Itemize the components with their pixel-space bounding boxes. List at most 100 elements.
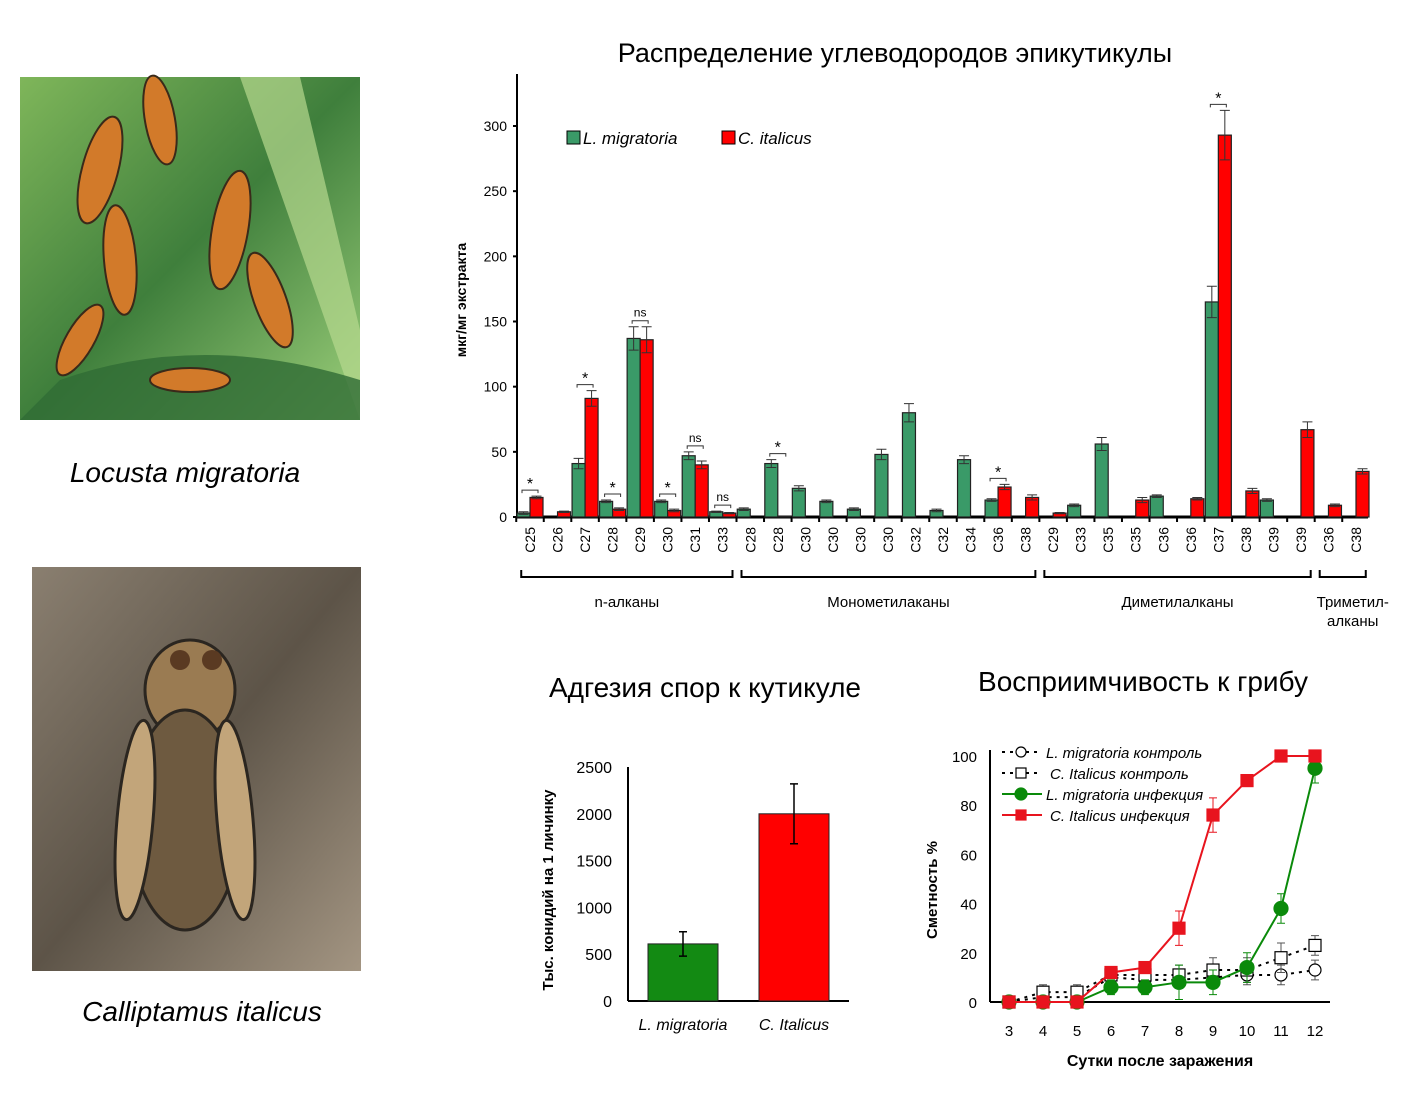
x-tick-label: C27 [577, 527, 593, 553]
data-point [1103, 979, 1119, 995]
data-point [1036, 995, 1050, 1009]
bar-l-migratoria [956, 459, 972, 518]
error-bar [683, 451, 694, 461]
legend-label-l-migratoria: L. migratoria [583, 129, 677, 148]
series-line [1009, 755, 1315, 1003]
hydrocarbon-bar-chart: Распределение углеводородов эпикутикулы м… [453, 38, 1389, 630]
legend-label-c-italicus: C. italicus [738, 129, 812, 148]
bar-c-italicus [1355, 470, 1370, 518]
bar-c-italicus [1300, 429, 1315, 518]
y-tick-label: 0 [603, 994, 612, 1011]
x-tick-label: C30 [797, 527, 813, 553]
error-bar [821, 499, 832, 504]
bar-l-migratoria [681, 455, 696, 518]
group-label: Триметил- [1317, 594, 1389, 611]
bar-c-italicus [694, 464, 709, 518]
x-tick-label: C33 [1073, 527, 1089, 553]
bar-l-migratoria [1259, 499, 1275, 518]
x-tick-label: 9 [1209, 1023, 1217, 1040]
x-tick-label: 4 [1039, 1023, 1047, 1040]
data-point [1104, 965, 1118, 980]
x-tick-label: 12 [1307, 1023, 1324, 1040]
x-tick-label: 11 [1273, 1023, 1289, 1040]
y-axis-label: Сметность % [924, 841, 941, 939]
data-point [1240, 773, 1254, 788]
group-label: n-алканы [594, 594, 659, 611]
x-tick-label: C38 [1238, 527, 1254, 553]
group-bracket [740, 570, 1037, 578]
data-point [1274, 749, 1288, 763]
y-tick-label: 500 [585, 947, 612, 964]
error-bar [790, 783, 798, 845]
bar-c-italicus [639, 339, 654, 518]
x-tick-label: C39 [1265, 527, 1281, 553]
group-bracket [1043, 570, 1312, 578]
x-tick-label: 3 [1005, 1023, 1013, 1040]
error-bar [986, 498, 997, 502]
bar-l-migratoria [1149, 495, 1164, 518]
error-bar [1054, 511, 1065, 515]
x-tick-label: 5 [1073, 1023, 1081, 1040]
x-tick-label: C32 [907, 527, 923, 553]
bar-c-italicus [1217, 134, 1232, 518]
data-point [1307, 760, 1323, 776]
significance-bracket [576, 384, 594, 388]
bar-c-italicus [758, 813, 830, 1002]
group-bracket [520, 570, 734, 578]
legend-swatch-l-migratoria [566, 130, 581, 145]
bar-c-italicus [529, 496, 544, 518]
y-tick-label: 2000 [576, 807, 612, 824]
x-tick-label: C35 [1128, 527, 1144, 553]
error-bar [518, 511, 529, 515]
y-tick-label: 100 [952, 749, 977, 766]
photo-caption-calliptamus: Calliptamus italicus [82, 996, 322, 1027]
significance-label: * [582, 371, 588, 388]
error-bar [848, 507, 859, 511]
data-point [1205, 974, 1221, 990]
x-tick-label: C26 [550, 527, 566, 553]
data-point [1308, 963, 1322, 977]
significance-bracket [521, 489, 539, 494]
error-bar [1069, 503, 1080, 508]
bar-c-italicus [777, 515, 792, 518]
significance-label: * [995, 464, 1001, 481]
y-tick-label: 40 [960, 897, 977, 914]
significance-label: * [609, 480, 615, 497]
error-bar [1151, 494, 1162, 498]
photo-calliptamus-italicus [32, 567, 361, 971]
chart-title: Распределение углеводородов эпикутикулы [618, 38, 1172, 68]
x-tick-label: C38 [1348, 527, 1364, 553]
error-bar [711, 510, 722, 513]
bar-c-italicus [997, 486, 1012, 518]
legend-label: C. Italicus контроль [1050, 766, 1189, 783]
legend-label: C. Italicus инфекция [1050, 808, 1190, 825]
bar-l-migratoria [1094, 443, 1109, 518]
x-tick-label: C35 [1100, 527, 1116, 553]
legend-marker [1015, 746, 1027, 758]
x-tick-label: C33 [715, 527, 731, 553]
error-bar [1261, 498, 1272, 502]
bar-l-migratoria [654, 500, 669, 518]
data-point [1308, 938, 1322, 953]
error-bar [903, 403, 914, 423]
error-bar [1247, 487, 1258, 495]
x-tick-label: C38 [1018, 527, 1034, 553]
y-axis-label: Тыс. конидий на 1 личинку [540, 789, 557, 991]
error-bar [766, 459, 777, 468]
x-tick-label: C36 [1320, 527, 1336, 553]
error-bar [586, 390, 597, 407]
error-bar [559, 510, 570, 513]
legend-label: L. migratoria контроль [1046, 745, 1202, 762]
chart-title: Восприимчивость к грибу [978, 666, 1308, 697]
mortality-line-chart: Восприимчивость к грибу Сметность % Сутки … [924, 666, 1330, 1070]
significance-label: ns [634, 306, 647, 320]
x-tick-label: C36 [990, 527, 1006, 553]
x-tick-label: C29 [632, 527, 648, 553]
significance-bracket [659, 493, 677, 498]
significance-bracket [631, 320, 649, 324]
y-tick-label: 80 [960, 798, 977, 815]
bar-l-migratoria [874, 453, 889, 518]
y-tick-label: 0 [969, 995, 977, 1012]
x-tick-label: C36 [1183, 527, 1199, 553]
error-bar [531, 495, 542, 500]
